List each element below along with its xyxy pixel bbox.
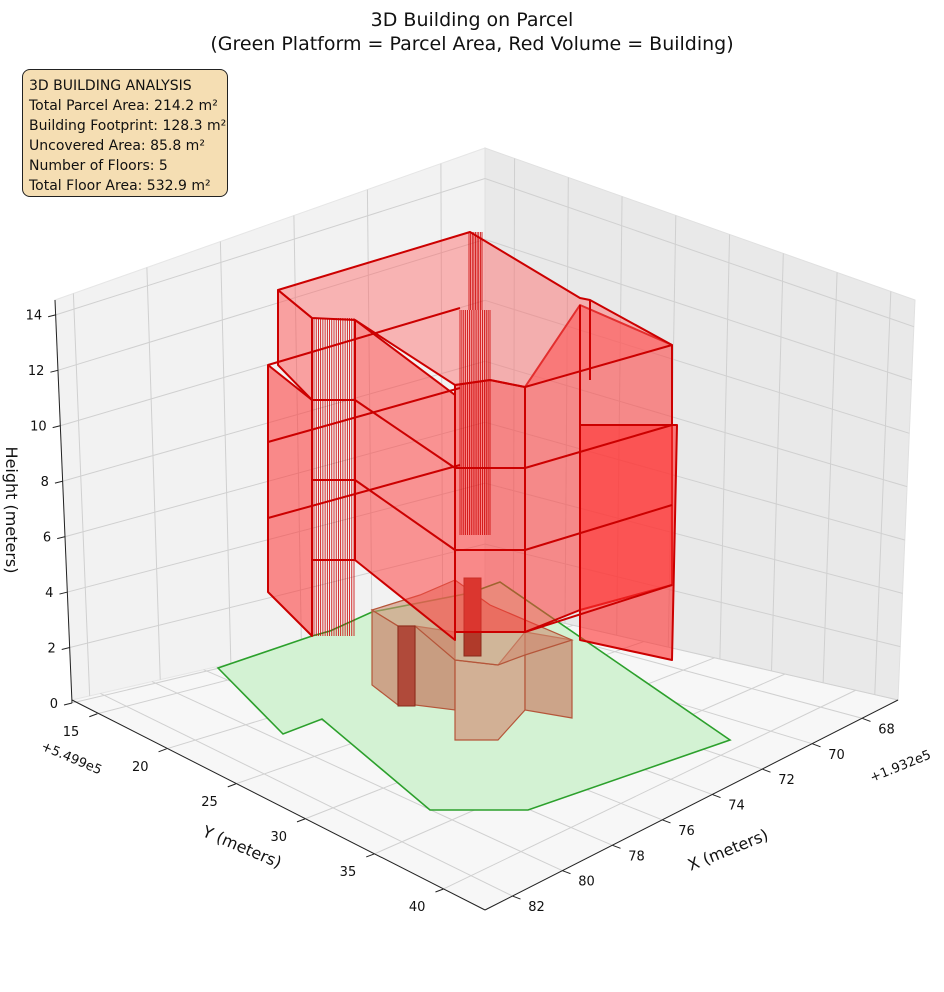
x-gridline-floor [100,693,513,897]
y-tick-label: 30 [270,830,287,845]
info-box: 3D BUILDING ANALYSIS Total Parcel Area: … [22,69,228,197]
x-gridline-wall [719,234,731,660]
y-gridline-floor [443,689,856,890]
building-volume [267,231,678,661]
x-tick-mark [712,794,721,799]
y-tick-mark [158,748,167,753]
z-tick-mark [52,425,61,429]
x-tick-mark [612,844,621,849]
z-tick-mark [59,591,68,595]
y-axis-line [71,699,486,911]
info-box-line-footprint: Building Footprint: 128.3 m² [29,118,227,134]
y-tick-label: 25 [201,795,218,810]
z-tick-label: 0 [50,697,58,712]
x-tick-label: 78 [628,849,645,864]
z-tick-label: 8 [41,475,49,490]
z-tick-label: 6 [43,531,51,546]
z-axis-line [54,299,73,704]
y-tick-label: 15 [63,725,80,740]
x-tick-label: 80 [578,875,595,890]
info-box-heading: 3D BUILDING ANALYSIS [29,78,192,94]
x-tick-mark [562,870,571,875]
floor-slab-line-10 [524,584,673,633]
y-gridline-wall [146,267,161,680]
x-axis-label: X (meters) [685,825,771,874]
x-gridline-wall [822,272,838,683]
x-gridline-floor [151,681,563,872]
z-tick-label: 2 [47,642,55,657]
floor-slab-line-1 [267,307,461,366]
floor-slab-line-5 [354,479,456,551]
chart-title-line2: (Green Platform = Parcel Area, Red Volum… [210,33,733,55]
z-tick-label: 10 [30,420,47,435]
z-tick-mark [57,536,66,540]
y-tick-mark [366,853,375,858]
z-tick-mark [63,702,73,706]
z-tick-mark [48,314,57,318]
z-gridline-left [55,177,486,316]
y-tick-mark [296,818,306,823]
curved-columns [313,232,491,636]
z-tick-label: 4 [45,586,53,601]
x-gridline-wall [771,253,784,671]
z-gridline-right [484,299,910,434]
z-tick-label: 12 [28,364,45,379]
x-offset-label: +1.932e5 [868,748,933,786]
building-left-wall [267,364,313,637]
x-axis-line [484,699,899,911]
info-box-line-floors: Number of Floors: 5 [29,158,168,174]
y-tick-label: 20 [132,760,149,775]
x-tick-mark [862,717,871,722]
y-tick-mark [227,783,236,788]
info-box-line-uncovered: Uncovered Area: 85.8 m² [29,138,205,154]
z-tick-mark [50,369,59,373]
y-gridline-wall [72,293,91,696]
x-tick-label: 76 [678,824,695,839]
y-tick-mark [89,713,98,718]
floor-slab-line-2 [267,387,461,443]
y-gridline-wall [219,241,232,664]
z-tick-mark [61,647,70,651]
y-tick-label: 35 [340,865,357,880]
floor-slab-line-4 [354,399,456,469]
ground-floor-column [397,625,416,707]
y-tick-mark [435,888,444,893]
z-axis-label: Height (meters) [2,447,21,574]
y-offset-label: +5.499e5 [39,739,104,778]
z-gridline-left [58,238,486,371]
x-tick-mark [812,743,821,748]
building-far-right-wall [579,424,678,661]
floor-slab-line-9 [524,504,673,551]
info-box-line-floor-area: Total Floor Area: 532.9 m² [29,178,211,194]
x-tick-label: 70 [828,748,845,763]
info-box-line-parcel-area: Total Parcel Area: 214.2 m² [29,98,218,114]
floor-slab-line-8 [524,424,673,469]
x-tick-mark [512,895,521,900]
floor-slab-line-3 [267,464,461,519]
chart-title-line1: 3D Building on Parcel [371,9,574,31]
z-tick-mark [54,480,64,484]
z-gridline-right [484,238,912,381]
x-gridline-wall [874,291,892,695]
x-tick-label: 74 [728,799,745,814]
x-tick-label: 72 [778,773,795,788]
z-gridline-right [484,177,915,328]
x-tick-mark [662,819,671,824]
y-tick-label: 40 [409,900,426,915]
x-tick-label: 82 [528,900,545,915]
z-tick-label: 14 [26,309,43,324]
x-tick-mark [762,768,771,773]
x-tick-label: 68 [878,722,895,737]
